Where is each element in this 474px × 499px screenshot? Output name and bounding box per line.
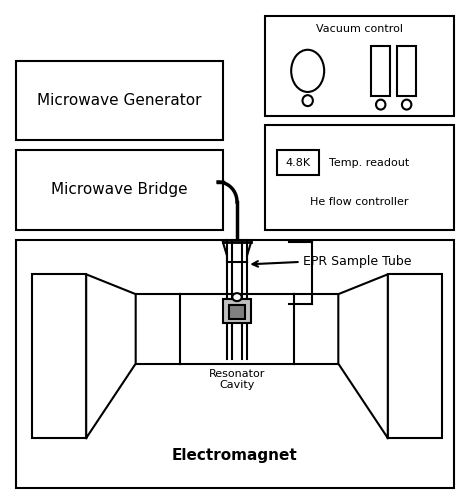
Bar xyxy=(388,274,442,438)
Text: Microwave Bridge: Microwave Bridge xyxy=(51,183,188,198)
Ellipse shape xyxy=(402,100,411,110)
Ellipse shape xyxy=(302,95,313,106)
Text: Vacuum control: Vacuum control xyxy=(316,24,403,34)
Text: EPR Sample Tube: EPR Sample Tube xyxy=(303,255,411,268)
Bar xyxy=(277,150,319,175)
Bar xyxy=(265,16,454,116)
Ellipse shape xyxy=(376,100,385,110)
Text: Microwave Generator: Microwave Generator xyxy=(37,93,201,108)
Bar xyxy=(32,274,86,438)
Bar xyxy=(16,240,454,488)
Polygon shape xyxy=(338,274,388,438)
Text: Electromagnet: Electromagnet xyxy=(172,448,298,463)
Bar xyxy=(371,46,390,96)
Bar xyxy=(223,299,251,323)
Bar xyxy=(397,46,416,96)
Text: Temp. readout: Temp. readout xyxy=(329,158,409,168)
Bar xyxy=(265,125,454,230)
Polygon shape xyxy=(86,274,136,438)
Text: 4.8K: 4.8K xyxy=(286,158,311,168)
Text: Resonator
Cavity: Resonator Cavity xyxy=(209,369,265,390)
Bar xyxy=(228,305,246,319)
Text: He flow controller: He flow controller xyxy=(310,198,409,208)
Ellipse shape xyxy=(232,293,242,301)
Bar xyxy=(16,61,223,140)
Bar xyxy=(16,150,223,230)
Ellipse shape xyxy=(291,50,324,92)
